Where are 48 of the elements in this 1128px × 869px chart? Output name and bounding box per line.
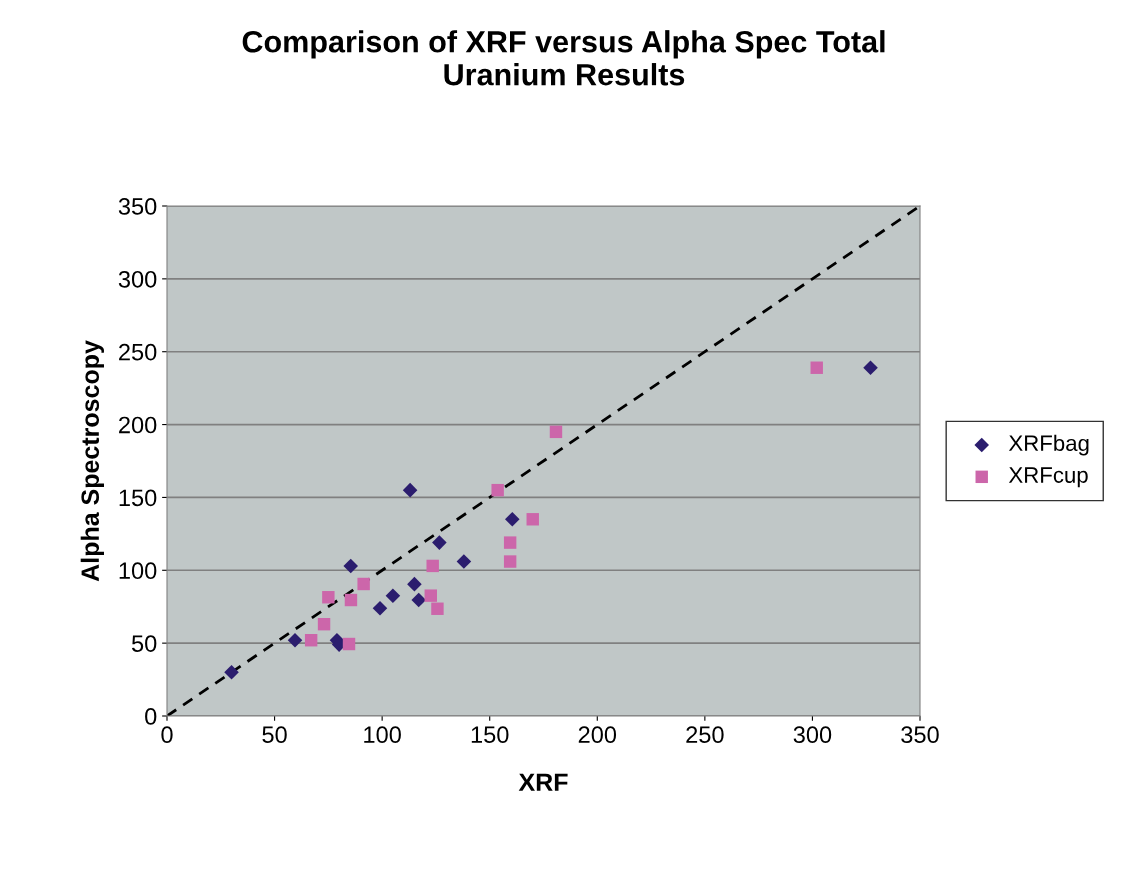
x-tick-label: 0 bbox=[161, 726, 173, 744]
y-tick-label: 50 bbox=[131, 635, 157, 652]
y-tick-label: 150 bbox=[119, 489, 157, 507]
point bbox=[357, 577, 370, 591]
point bbox=[503, 536, 517, 549]
x-tick-label: 150 bbox=[471, 726, 509, 744]
point bbox=[549, 425, 563, 439]
point bbox=[304, 634, 318, 647]
point bbox=[317, 617, 331, 631]
point bbox=[491, 483, 504, 497]
point bbox=[342, 637, 356, 651]
point bbox=[810, 361, 823, 374]
y-tick-label: 200 bbox=[119, 416, 157, 434]
x-tick-label: 200 bbox=[578, 726, 617, 744]
point bbox=[505, 512, 520, 527]
point bbox=[322, 591, 335, 604]
point bbox=[287, 632, 303, 648]
point bbox=[344, 593, 358, 607]
y-tick-label: 250 bbox=[119, 343, 157, 361]
point bbox=[456, 554, 472, 569]
legend-label: XRFbag bbox=[1008, 434, 1089, 456]
point bbox=[432, 535, 447, 550]
y-tick-label: 100 bbox=[119, 562, 157, 580]
point bbox=[372, 600, 388, 616]
x-tick-label: 50 bbox=[262, 726, 287, 744]
chart-title: Comparison of XRF versus Alpha Spec Total Uranium Results bbox=[242, 30, 885, 86]
point bbox=[431, 602, 444, 615]
point bbox=[411, 592, 426, 608]
point bbox=[402, 482, 418, 498]
point bbox=[426, 559, 439, 573]
legend-label: XRFcup bbox=[1008, 467, 1088, 488]
point bbox=[503, 555, 517, 568]
point bbox=[424, 589, 437, 602]
point bbox=[385, 588, 401, 604]
y-tick-label: 350 bbox=[118, 198, 157, 215]
y-tick-label: 300 bbox=[118, 270, 157, 288]
point bbox=[407, 576, 422, 592]
x-tick-label: 100 bbox=[364, 726, 401, 744]
x-axis-title: XRF bbox=[518, 773, 568, 791]
point bbox=[526, 513, 539, 526]
y-tick-label: 0 bbox=[145, 708, 157, 725]
y-axis-title: Alpha Spectroscopy bbox=[80, 340, 104, 582]
point bbox=[343, 558, 359, 574]
point bbox=[224, 665, 239, 680]
x-tick-label: 250 bbox=[686, 726, 724, 744]
point bbox=[863, 360, 878, 376]
x-tick-label: 300 bbox=[793, 726, 832, 744]
x-tick-label: 350 bbox=[901, 726, 939, 744]
